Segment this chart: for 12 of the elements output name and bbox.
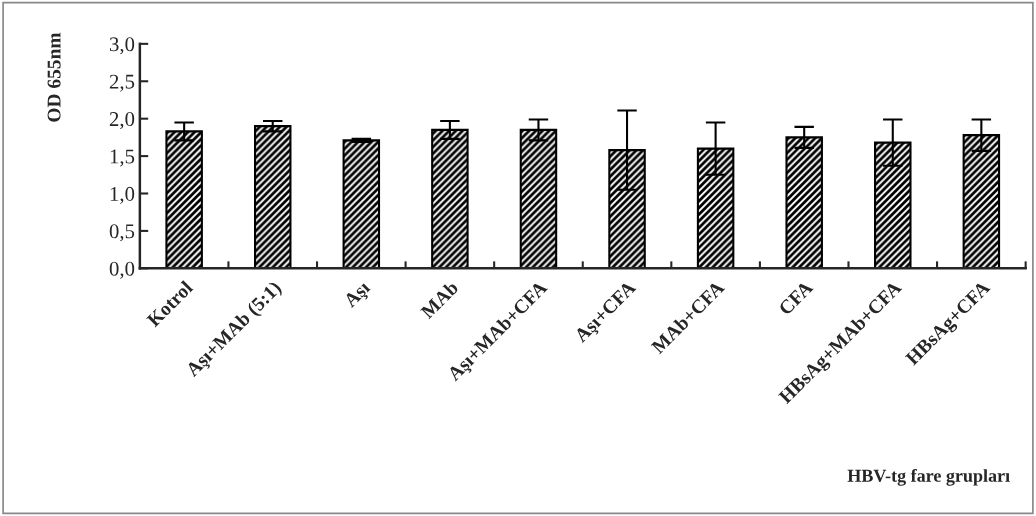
y-tick-label: 2,5 — [109, 74, 135, 92]
x-tick-label: Aşı — [342, 280, 374, 311]
x-axis-title: HBV-tg fare grupları — [847, 468, 1010, 486]
bar — [253, 125, 292, 269]
y-tick-label: 0,5 — [109, 224, 135, 242]
y-tick-label: 1,0 — [110, 186, 135, 204]
y-tick-label: 1,5 — [110, 149, 135, 167]
y-tick-label: 0,0 — [109, 261, 135, 279]
y-tick-label: 2,0 — [109, 112, 135, 130]
bar — [342, 139, 381, 269]
y-tick-label: 3,0 — [109, 37, 135, 55]
y-axis-title: OD 655nm — [47, 32, 61, 122]
